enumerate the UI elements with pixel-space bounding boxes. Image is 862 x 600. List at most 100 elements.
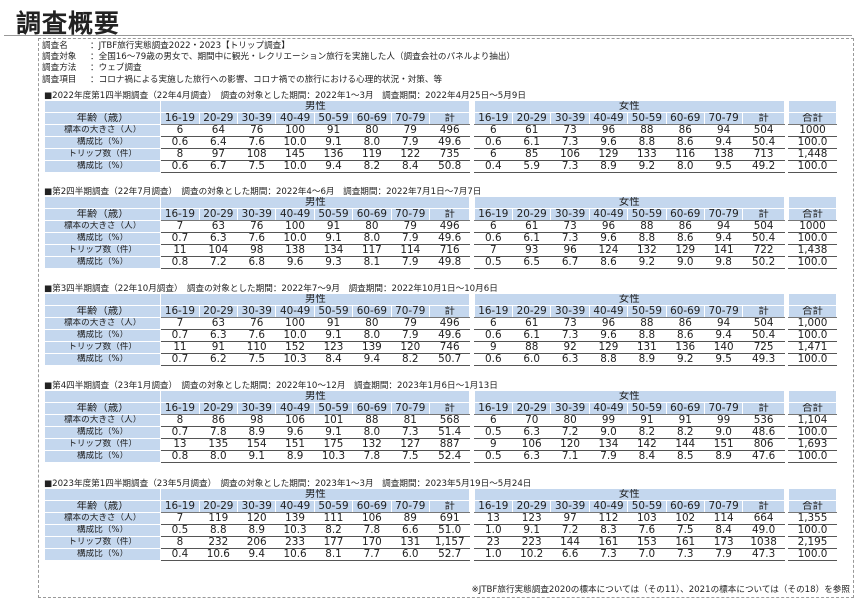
survey-table: 男性 女性 年齢（歳） 16-19 20-29 30-39 40-49 50-59 60-69 7… bbox=[43, 488, 837, 561]
female-cell: 7.3 bbox=[550, 329, 590, 342]
male-cell: 7.6 bbox=[237, 232, 277, 245]
male-cell: 91 bbox=[313, 317, 354, 330]
male-cell: 63 bbox=[198, 317, 239, 330]
column-gap bbox=[469, 160, 475, 173]
age-column-header: 16-19 bbox=[473, 500, 514, 513]
male-header: 男性 bbox=[160, 100, 471, 113]
female-cell: 6.1 bbox=[511, 136, 552, 149]
female-cell: 9.2 bbox=[627, 160, 667, 173]
age-column-header: 50-59 bbox=[627, 500, 667, 513]
male-cell: 8.0 bbox=[198, 450, 239, 463]
male-cell: 8.0 bbox=[352, 329, 392, 342]
age-column-header: 30-39 bbox=[237, 402, 277, 415]
age-column-header: 計 bbox=[742, 208, 785, 221]
column-gap bbox=[784, 160, 789, 173]
male-cell: 98 bbox=[237, 414, 277, 427]
age-column-header: 16-19 bbox=[160, 305, 200, 318]
male-cell: 8.4 bbox=[313, 353, 354, 366]
female-header: 女性 bbox=[473, 293, 785, 306]
info-row: 調査対象 ：全国16～79歳の男女で、期間中に観光・レクリエーション旅行を実施した… bbox=[42, 52, 515, 63]
column-gap bbox=[784, 450, 789, 463]
female-cell: 23 bbox=[473, 536, 514, 549]
male-cell: 79 bbox=[390, 317, 430, 330]
male-cell: 8.0 bbox=[352, 426, 392, 439]
age-column-header: 30-39 bbox=[550, 500, 590, 513]
male-cell: 10.0 bbox=[275, 160, 315, 173]
table-header-row: 男性 女性 bbox=[43, 196, 837, 209]
info-value: ：JTBF旅行実態調査2022・2023【トリップ調査】 bbox=[90, 41, 290, 51]
column-gap bbox=[469, 124, 475, 137]
female-cell: 806 bbox=[742, 438, 785, 451]
column-gap bbox=[784, 317, 789, 330]
row-label: 構成比（%） bbox=[43, 450, 162, 463]
female-cell: 9.4 bbox=[703, 232, 744, 245]
age-label: 年齢（歳） bbox=[43, 208, 162, 221]
age-column-header: 計 bbox=[428, 112, 471, 125]
age-label: 年齢（歳） bbox=[43, 305, 162, 318]
female-cell: 536 bbox=[742, 414, 785, 427]
survey-table: 男性 女性 年齢（歳） 16-19 20-29 30-39 40-49 50-59 60-69 7… bbox=[43, 390, 837, 463]
male-cell: 6.3 bbox=[198, 329, 239, 342]
female-cell: 88 bbox=[627, 317, 667, 330]
table-row: 標本の大きさ（人） 7 63 76 100 91 80 79 496 6 61 73 96 88 86 94 5… bbox=[43, 317, 837, 330]
table-header-row: 男性 女性 bbox=[43, 100, 837, 113]
male-cell: 0.8 bbox=[160, 256, 200, 269]
total-header: 合計 bbox=[788, 402, 837, 415]
male-cell: 106 bbox=[275, 414, 315, 427]
column-gap bbox=[469, 548, 475, 561]
info-row: 調査項目 ：コロナ禍による実施した旅行への影響、コロナ禍での旅行における心理的状況… bbox=[42, 75, 515, 86]
female-cell: 713 bbox=[742, 148, 785, 161]
male-cell: 49.6 bbox=[428, 136, 471, 149]
column-gap bbox=[469, 512, 475, 525]
female-cell: 7.3 bbox=[550, 160, 590, 173]
male-cell: 88 bbox=[352, 414, 392, 427]
female-cell: 91 bbox=[665, 414, 705, 427]
row-label: 構成比（%） bbox=[43, 136, 162, 149]
age-column-header: 16-19 bbox=[160, 500, 200, 513]
table-header-row: 男性 女性 bbox=[43, 488, 837, 501]
male-cell: 7 bbox=[160, 512, 200, 525]
female-cell: 9.5 bbox=[703, 160, 744, 173]
female-cell: 8.5 bbox=[665, 450, 705, 463]
male-cell: 120 bbox=[237, 512, 277, 525]
header-spacer bbox=[43, 100, 162, 113]
female-cell: 94 bbox=[703, 220, 744, 233]
female-cell: 8.8 bbox=[627, 136, 667, 149]
male-cell: 0.6 bbox=[160, 136, 200, 149]
male-cell: 8.2 bbox=[352, 160, 392, 173]
male-cell: 80 bbox=[352, 124, 392, 137]
female-cell: 142 bbox=[627, 438, 667, 451]
female-cell: 7.1 bbox=[550, 450, 590, 463]
male-cell: 8.2 bbox=[390, 353, 430, 366]
total-header: 合計 bbox=[788, 305, 837, 318]
male-cell: 139 bbox=[275, 512, 315, 525]
female-cell: 88 bbox=[511, 341, 552, 354]
table-row: 構成比（%） 0.5 8.8 8.9 10.3 8.2 7.8 6.6 51.0 1.0 9.1 7.… bbox=[43, 524, 837, 537]
age-column-header: 60-69 bbox=[665, 208, 705, 221]
age-label: 年齢（歳） bbox=[43, 500, 162, 513]
age-column-header: 40-49 bbox=[275, 500, 315, 513]
info-label: 調査対象 bbox=[42, 52, 77, 63]
age-column-header: 20-29 bbox=[198, 112, 239, 125]
female-cell: 88 bbox=[627, 124, 667, 137]
female-cell: 96 bbox=[588, 220, 629, 233]
female-cell: 7.9 bbox=[703, 548, 744, 561]
male-cell: 8.1 bbox=[313, 548, 354, 561]
female-cell: 6 bbox=[473, 124, 514, 137]
female-cell: 132 bbox=[627, 244, 667, 257]
male-cell: 91 bbox=[313, 124, 354, 137]
column-gap bbox=[784, 414, 789, 427]
male-cell: 106 bbox=[352, 512, 392, 525]
column-gap bbox=[784, 536, 789, 549]
female-cell: 106 bbox=[511, 438, 552, 451]
male-cell: 9.6 bbox=[275, 426, 315, 439]
column-gap bbox=[469, 488, 475, 501]
male-cell: 138 bbox=[275, 244, 315, 257]
female-cell: 49.0 bbox=[742, 524, 785, 537]
female-cell: 50.4 bbox=[742, 136, 785, 149]
row-label: トリップ数（件） bbox=[43, 536, 162, 549]
male-cell: 10.3 bbox=[275, 353, 315, 366]
male-cell: 76 bbox=[237, 124, 277, 137]
female-cell: 725 bbox=[742, 341, 785, 354]
female-cell: 6.3 bbox=[511, 450, 552, 463]
